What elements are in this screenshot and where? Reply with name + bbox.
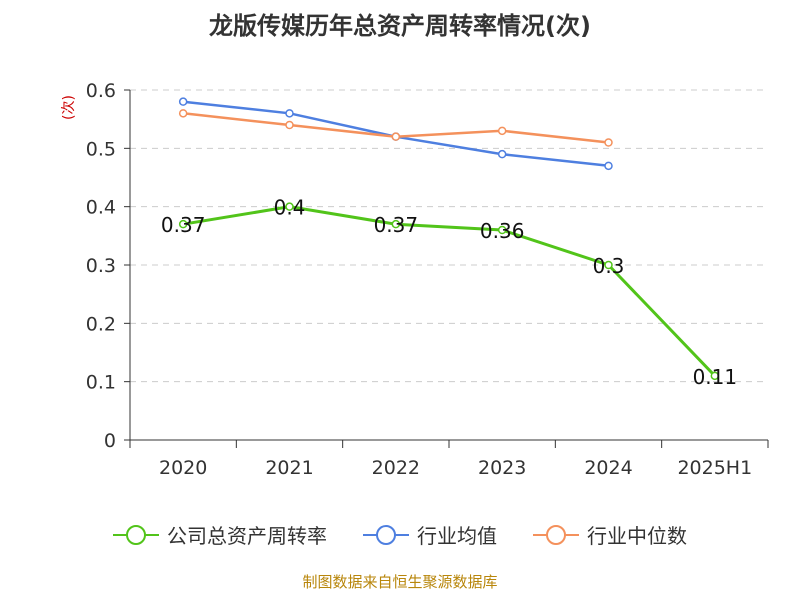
y-tick-label: 0.1 (86, 372, 116, 394)
y-tick-label: 0.3 (86, 255, 116, 277)
source-note: 制图数据来自恒生聚源数据库 (302, 573, 498, 591)
legend-label: 行业中位数 (587, 524, 687, 548)
data-point (285, 202, 294, 211)
data-label: 0.4 (274, 196, 306, 220)
data-label: 0.37 (374, 213, 419, 237)
x-tick-label: 2020 (159, 457, 207, 479)
data-label: 0.11 (693, 365, 738, 389)
legend: 公司总资产周转率 行业均值 行业中位数 (0, 520, 800, 549)
data-point (710, 371, 720, 381)
legend-item[interactable]: 行业均值 (363, 520, 497, 549)
data-point (604, 138, 613, 147)
data-point (285, 120, 294, 130)
y-tick-label: 0.5 (86, 138, 116, 160)
data-point (497, 149, 507, 159)
data-point (604, 260, 613, 270)
data-point (497, 126, 507, 136)
data-point (178, 109, 188, 118)
legend-swatch (533, 524, 579, 545)
data-label: 0.37 (161, 213, 206, 237)
legend-item[interactable]: 行业中位数 (533, 520, 687, 549)
legend-label: 行业均值 (417, 524, 497, 548)
data-point (178, 219, 188, 229)
data-point (391, 219, 401, 229)
x-tick-label: 2022 (372, 457, 420, 479)
data-label: 0.36 (480, 219, 525, 243)
y-tick-label: 0 (104, 430, 116, 452)
legend-item[interactable]: 公司总资产周转率 (113, 520, 327, 549)
y-tick-label: 0.2 (86, 313, 116, 335)
chart-title: 龙版传媒历年总资产周转率情况(次) (209, 12, 591, 40)
y-tick-label: 0.4 (86, 197, 116, 219)
x-tick-label: 2025H1 (677, 457, 752, 479)
x-tick-label: 2024 (584, 457, 632, 479)
data-point (178, 97, 188, 106)
legend-label: 公司总资产周转率 (167, 524, 327, 548)
y-tick-label: 0.6 (86, 80, 116, 102)
data-point (497, 225, 507, 235)
data-point (285, 109, 294, 118)
x-tick-label: 2021 (265, 457, 313, 479)
legend-swatch (113, 524, 159, 545)
data-point (391, 132, 401, 141)
x-tick-label: 2023 (478, 457, 526, 479)
data-point (604, 161, 613, 171)
legend-swatch (363, 524, 409, 545)
data-label: 0.3 (593, 254, 625, 278)
series-line (182, 205, 716, 377)
